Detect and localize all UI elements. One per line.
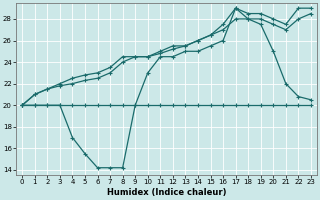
X-axis label: Humidex (Indice chaleur): Humidex (Indice chaleur) [107,188,226,197]
